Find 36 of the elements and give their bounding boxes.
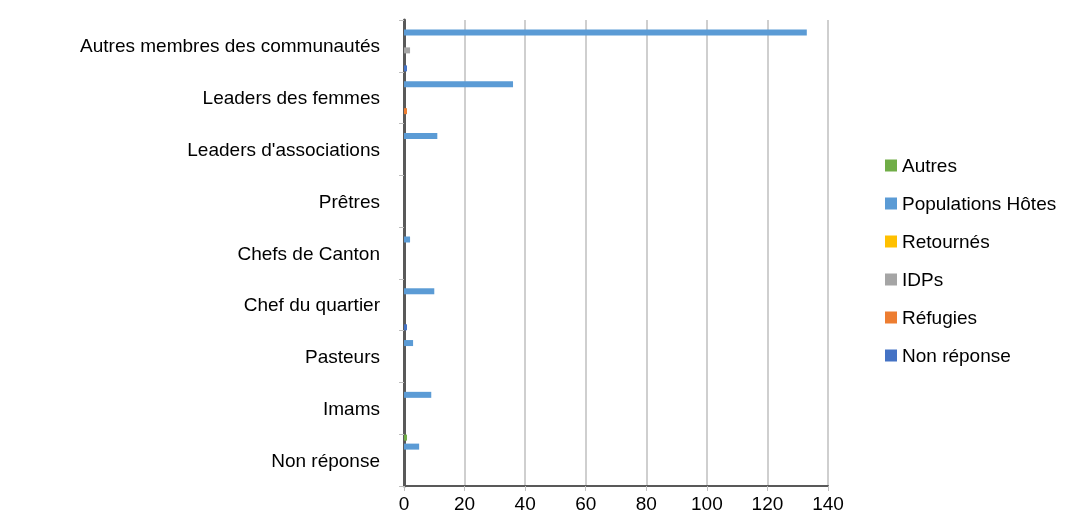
y-tick-label: Pasteurs <box>305 346 380 368</box>
bar <box>404 340 414 347</box>
x-tick-label: 40 <box>514 493 536 514</box>
bar <box>404 288 435 295</box>
legend-label: IDPs <box>902 269 944 290</box>
bar <box>404 132 438 139</box>
bar <box>404 434 408 441</box>
bar <box>404 324 408 331</box>
y-tick-label: Non réponse <box>271 449 380 471</box>
bar <box>404 391 432 398</box>
y-tick-label: Chefs de Canton <box>237 242 380 264</box>
x-tick-label: 120 <box>751 493 784 514</box>
legend-label: Non réponse <box>902 345 1011 366</box>
y-tick-label: Autres membres des communautés <box>80 35 380 57</box>
x-tick-label: 140 <box>812 493 844 514</box>
x-tick-label: 60 <box>575 493 597 514</box>
x-tick-label: 0 <box>398 493 410 514</box>
bar <box>404 29 807 36</box>
legend-label: Retournés <box>902 231 990 252</box>
bar <box>404 47 411 54</box>
bar <box>404 65 408 72</box>
x-tick-label: 20 <box>454 493 476 514</box>
y-tick-label: Leaders des femmes <box>202 87 380 109</box>
legend-label: Réfugies <box>902 307 977 328</box>
y-tick-label: Leaders d'associations <box>187 138 380 160</box>
bar <box>404 108 408 115</box>
y-tick-label: Prêtres <box>318 190 380 212</box>
bar <box>404 236 411 243</box>
x-tick-label: 100 <box>691 493 723 514</box>
y-tick-label: Imams <box>323 397 380 419</box>
bar <box>404 443 420 450</box>
legend-label: Populations Hôtes <box>902 193 1057 214</box>
x-tick-label: 80 <box>635 493 657 514</box>
y-tick-label: Chef du quartier <box>243 294 381 316</box>
legend-label: Autres <box>902 155 957 176</box>
bar <box>404 81 514 88</box>
